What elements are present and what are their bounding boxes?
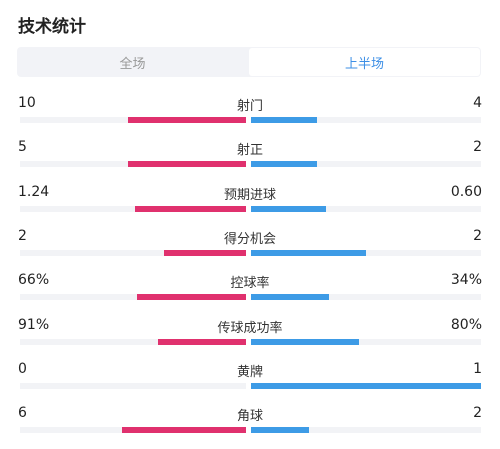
stat-label: 得分机会: [223, 231, 276, 247]
stat-row: 5 射正 2: [0, 139, 500, 183]
home-bar-track: [20, 338, 246, 345]
stat-row: 66% 控球率 34%: [0, 272, 500, 316]
home-value: 10: [18, 95, 36, 111]
away-value: 4: [473, 95, 482, 111]
stat-row: 91% 传球成功率 80%: [0, 317, 500, 361]
home-bar-track: [20, 249, 246, 256]
away-value: 0.60: [450, 183, 482, 200]
home-value: 66%: [18, 272, 50, 289]
stat-row: 1.24 预期进球 0.60: [0, 184, 500, 228]
away-bar: [251, 427, 309, 434]
away-bar-track: [251, 294, 481, 301]
away-bar: [251, 205, 326, 212]
page-title: 技术统计: [18, 17, 86, 37]
period-tabs: 全场 上半场: [17, 47, 481, 77]
stat-row: 6 角球 2: [0, 405, 500, 449]
away-bar: [251, 294, 329, 301]
home-bar: [164, 249, 246, 256]
away-bar-track: [251, 161, 481, 168]
away-value: 1: [473, 360, 482, 377]
away-bar: [251, 249, 366, 256]
home-bar: [137, 294, 246, 301]
away-bar-track: [251, 382, 481, 389]
home-bar-track: [20, 382, 246, 389]
tab-full-match[interactable]: 全场: [119, 56, 146, 72]
stat-label: 射门: [236, 99, 263, 114]
away-value: 80%: [450, 316, 482, 333]
stat-label: 传球成功率: [217, 320, 283, 336]
away-bar-track: [251, 338, 481, 345]
home-value: 0: [18, 360, 27, 377]
away-bar-track: [251, 427, 481, 434]
home-bar-track: [20, 427, 246, 434]
home-bar: [128, 117, 246, 123]
home-value: 5: [18, 139, 27, 156]
home-value: 6: [18, 405, 27, 422]
away-bar: [251, 382, 481, 389]
away-bar: [251, 117, 317, 123]
away-bar: [251, 161, 317, 168]
home-bar-track: [20, 294, 246, 301]
tab-first-half[interactable]: 上半场: [249, 48, 480, 76]
home-value: 1.24: [18, 183, 50, 200]
home-bar-track: [20, 117, 246, 123]
stat-row: 2 得分机会 2: [0, 228, 500, 272]
home-bar-track: [20, 161, 246, 168]
home-value: 2: [18, 227, 27, 244]
stat-label: 角球: [236, 409, 263, 425]
away-bar-track: [251, 205, 481, 212]
away-bar-track: [251, 117, 481, 123]
away-value: 2: [473, 227, 482, 244]
home-bar: [122, 427, 246, 434]
away-bar-track: [251, 249, 481, 256]
home-bar: [135, 205, 246, 212]
home-bar: [128, 161, 246, 168]
stat-label: 预期进球: [223, 187, 276, 203]
home-bar: [158, 338, 246, 345]
stat-label: 射正: [236, 143, 263, 159]
stat-label: 黄牌: [236, 364, 263, 380]
away-value: 2: [473, 139, 482, 156]
away-bar: [251, 338, 359, 345]
away-value: 2: [473, 405, 482, 422]
stat-label: 控球率: [230, 276, 270, 292]
stat-row: 10 射门 4: [0, 95, 500, 139]
home-value: 91%: [18, 316, 50, 333]
stat-row: 0 黄牌 1: [0, 361, 500, 405]
home-bar-track: [20, 205, 246, 212]
away-value: 34%: [450, 272, 482, 289]
